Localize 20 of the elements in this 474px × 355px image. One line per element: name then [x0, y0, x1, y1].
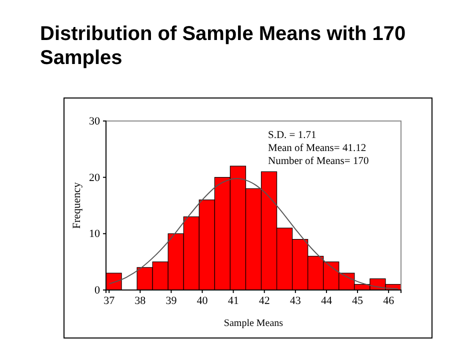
annotation: Mean of Means= 41.12	[268, 143, 366, 154]
x-tick-label: 41	[228, 294, 239, 307]
annotation: Number of Means= 170	[268, 156, 369, 167]
y-tick-label: 30	[89, 116, 100, 128]
x-tick-label: 45	[352, 294, 364, 307]
x-tick-label: 38	[134, 294, 146, 307]
x-tick-label: 40	[196, 294, 208, 307]
x-tick-label: 37	[104, 294, 116, 307]
y-tick-label: 20	[89, 172, 100, 184]
x-tick-label: 46	[383, 294, 395, 307]
chart-title: Distribution of Sample Means with 170 Samples	[40, 23, 406, 69]
x-tick-label: 44	[320, 294, 332, 307]
y-tick-label: 10	[89, 228, 100, 240]
x-tick-label: 43	[290, 294, 302, 307]
x-tick-label: 42	[258, 294, 270, 307]
y-axis-title: Frequency	[71, 182, 83, 229]
x-tick-label: 39	[166, 294, 178, 307]
y-tick-label: 0	[94, 284, 100, 297]
x-axis-title: Sample Means	[224, 318, 284, 329]
annotation: S.D. = 1.71	[268, 130, 316, 141]
